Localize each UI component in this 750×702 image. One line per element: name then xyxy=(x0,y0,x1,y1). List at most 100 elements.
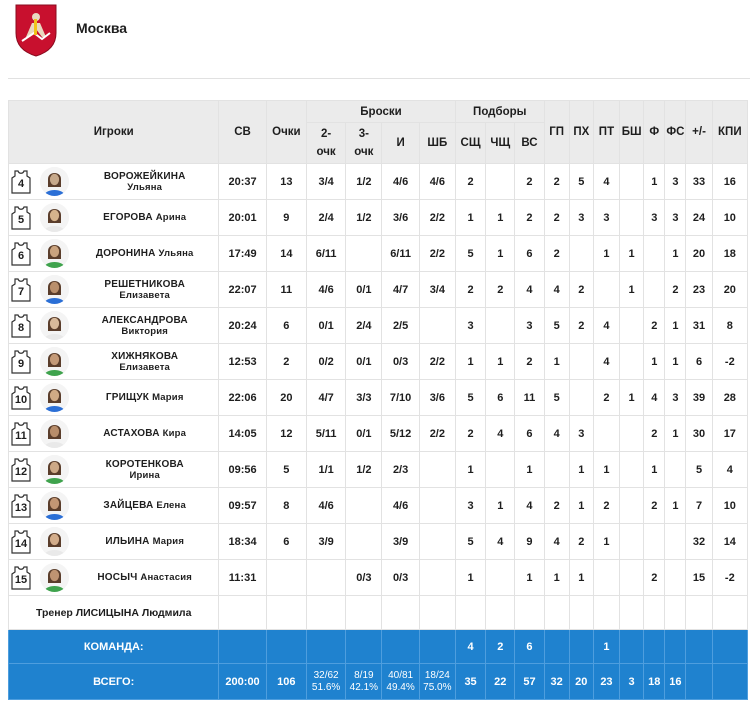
stat-ft: 3/6 xyxy=(418,379,456,416)
stat-p2: 3/4 xyxy=(305,163,347,200)
stat-reb: 4 xyxy=(514,271,545,308)
player-row: 5 ЕГОРОВА Арина 20:01 9 2/4 1/2 3/6 2/2 1 1 2 2 3 3 3 3… xyxy=(7,199,749,236)
stat-blk: 1 xyxy=(619,379,645,416)
stat-dr: 4 xyxy=(485,523,516,560)
jersey-number: 8 xyxy=(17,322,25,334)
player-name: ДОРОНИНА Ульяна xyxy=(95,248,194,259)
stat-eff: 10 xyxy=(711,199,749,236)
jersey-number: 10 xyxy=(14,394,28,406)
stat-ft xyxy=(418,307,456,344)
stat-ast: 4 xyxy=(543,271,570,308)
stat-sv: 09:56 xyxy=(218,451,267,488)
jersey-icon: 14 xyxy=(11,530,31,554)
stat-reb: 9 xyxy=(514,523,545,560)
stat-blk xyxy=(619,487,645,524)
stat-stl: 2 xyxy=(592,379,621,416)
totals-row: ВСЕГО: 200:00 106 32/62 51.6% 8/19 42.1% 4… xyxy=(7,663,749,700)
col-blk: БШ xyxy=(619,100,645,164)
player-cell: 11 АСТАХОВА Кира xyxy=(7,415,220,452)
stat-ft xyxy=(418,523,456,560)
stat-ft: 4/6 xyxy=(418,163,456,200)
jersey-icon: 8 xyxy=(11,314,31,338)
stat-to: 2 xyxy=(568,307,594,344)
totals-pf: 18 xyxy=(643,663,666,700)
stat-p2: 0/2 xyxy=(305,343,347,380)
stat-p2: 4/6 xyxy=(305,271,347,308)
stat-eff: 14 xyxy=(711,523,749,560)
team-name: Москва xyxy=(76,20,128,36)
stat-pf: 2 xyxy=(643,307,666,344)
stat-blk: 1 xyxy=(619,235,645,272)
stat-sv: 18:34 xyxy=(218,523,267,560)
stat-p2: 4/7 xyxy=(305,379,347,416)
stat-dr: 6 xyxy=(485,379,516,416)
stat-dr xyxy=(485,451,516,488)
totals-stl: 23 xyxy=(592,663,621,700)
stat-p3: 3/3 xyxy=(345,379,383,416)
stat-ft xyxy=(418,559,456,596)
stat-p2: 1/1 xyxy=(305,451,347,488)
stat-stl xyxy=(592,559,621,596)
jersey-icon: 13 xyxy=(11,494,31,518)
stat-p3: 0/1 xyxy=(345,415,383,452)
stat-or: 1 xyxy=(454,451,487,488)
player-name: НОСЫЧ Анастасия xyxy=(97,572,192,583)
col-reb: ВС xyxy=(514,122,545,164)
player-row: 4 ВОРОЖЕЙКИНА Ульяна 20:37 13 3/4 1/2 4/6 4/6 2 2 2… xyxy=(7,163,749,200)
totals-reb: 57 xyxy=(514,663,545,700)
player-avatar xyxy=(40,419,69,448)
col-group-rebounds: Подборы xyxy=(454,100,545,123)
stat-p2: 3/9 xyxy=(305,523,347,560)
player-avatar xyxy=(40,239,69,268)
stat-fd: 1 xyxy=(664,415,687,452)
stat-blk xyxy=(619,163,645,200)
totals-label: ВСЕГО: xyxy=(7,663,220,700)
jersey-number: 4 xyxy=(17,178,25,190)
stat-pts xyxy=(265,559,307,596)
totals-to: 20 xyxy=(568,663,594,700)
col-points: Очки xyxy=(265,100,307,164)
col-pm: +/- xyxy=(685,100,713,164)
stat-pts: 9 xyxy=(265,199,307,236)
stat-ast: 2 xyxy=(543,235,570,272)
stat-stl: 4 xyxy=(592,343,621,380)
stat-reb: 2 xyxy=(514,163,545,200)
stat-ft: 3/4 xyxy=(418,271,456,308)
totals-dreb: 22 xyxy=(485,663,516,700)
col-three-pt: 3-очк xyxy=(345,122,383,164)
stat-fd: 3 xyxy=(664,163,687,200)
player-rows: 4 ВОРОЖЕЙКИНА Ульяна 20:37 13 3/4 1/2 4/6 4/6 2 2 2… xyxy=(7,163,749,700)
player-cell: 7 РЕШЕТНИКОВА Елизавета xyxy=(7,271,220,308)
col-pf: Ф xyxy=(643,100,666,164)
player-avatar xyxy=(40,347,69,376)
stat-fg: 2/3 xyxy=(381,451,420,488)
stat-eff: 20 xyxy=(711,271,749,308)
totals-pts: 106 xyxy=(265,663,307,700)
player-avatar xyxy=(40,527,69,556)
stat-p3 xyxy=(345,235,383,272)
team-header: Москва xyxy=(0,0,750,80)
stat-p2: 6/11 xyxy=(305,235,347,272)
stat-ft xyxy=(418,451,456,488)
player-row: 9 ХИЖНЯКОВА Елизавета 12:53 2 0/2 0/1 0/3 2/2 1 1 2… xyxy=(7,343,749,380)
player-row: 6 ДОРОНИНА Ульяна 17:49 14 6/11 6/11 2/2 5 1 6 2 1 1… xyxy=(7,235,749,272)
stat-p2: 4/6 xyxy=(305,487,347,524)
stat-fg: 6/11 xyxy=(381,235,420,272)
stat-p3 xyxy=(345,523,383,560)
stat-fd: 1 xyxy=(664,487,687,524)
stat-sv: 20:01 xyxy=(218,199,267,236)
stat-eff: 17 xyxy=(711,415,749,452)
stat-fg: 4/6 xyxy=(381,163,420,200)
jersey-number: 11 xyxy=(15,430,27,442)
stat-eff: 16 xyxy=(711,163,749,200)
stat-to xyxy=(568,379,594,416)
stat-p2: 0/1 xyxy=(305,307,347,344)
stat-blk: 1 xyxy=(619,271,645,308)
col-sv: СВ xyxy=(218,100,267,164)
stat-to: 1 xyxy=(568,451,594,488)
stat-pm: 23 xyxy=(685,271,713,308)
stat-fg: 2/5 xyxy=(381,307,420,344)
stat-sv: 11:31 xyxy=(218,559,267,596)
stat-reb: 1 xyxy=(514,451,545,488)
stat-fd: 2 xyxy=(664,271,687,308)
